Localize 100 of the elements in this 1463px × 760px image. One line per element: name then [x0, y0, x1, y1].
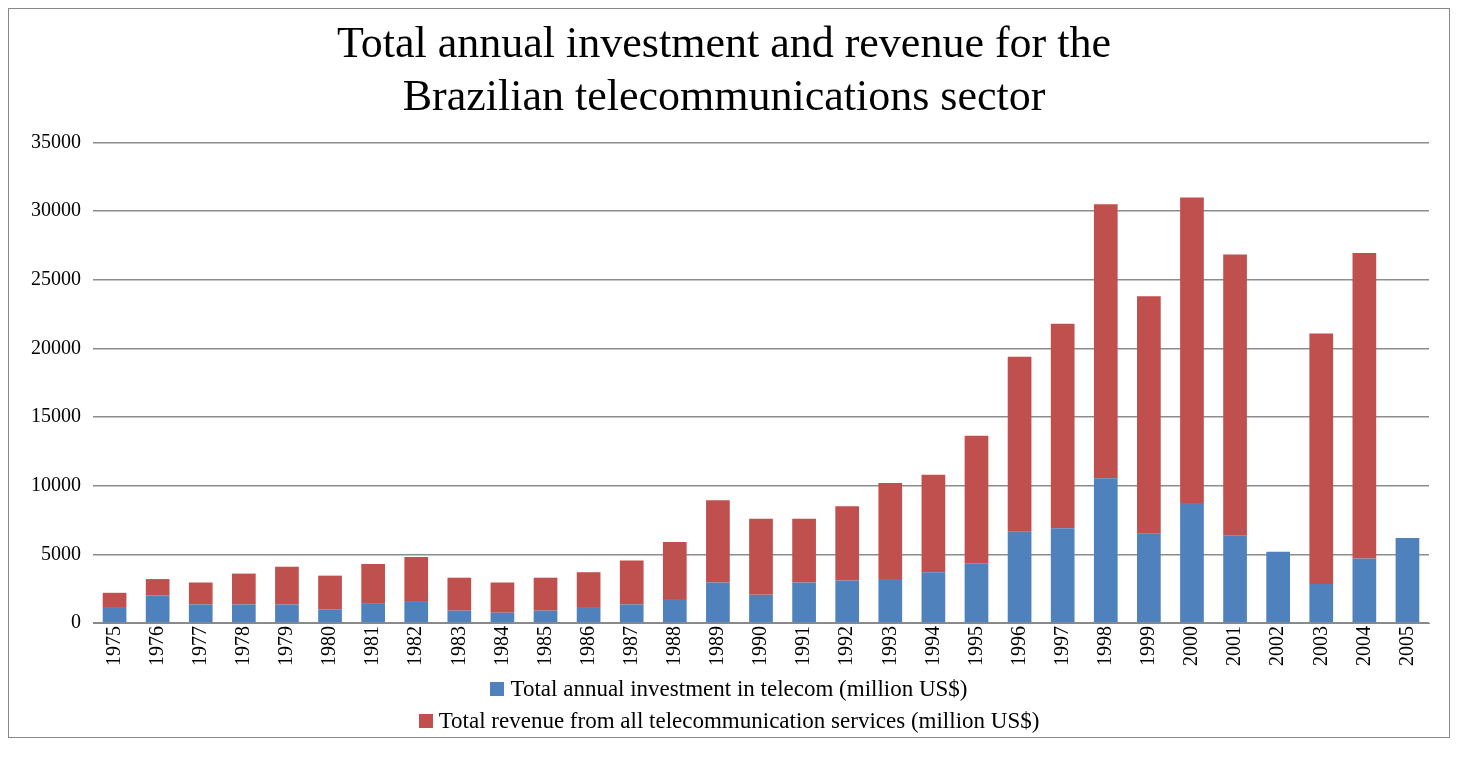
- x-tick-label: 1992: [834, 626, 857, 666]
- x-tick-label: 1989: [705, 626, 728, 666]
- bar: [188, 582, 213, 605]
- x-tick-label: 1991: [791, 626, 814, 666]
- bar: [1309, 333, 1334, 584]
- bar: [145, 579, 170, 596]
- bar: [1007, 531, 1032, 623]
- x-tick-label: 1975: [101, 626, 124, 666]
- bar: [1137, 533, 1161, 623]
- bar: [102, 592, 127, 608]
- bar: [1352, 558, 1377, 623]
- bar: [145, 595, 170, 623]
- bar: [1395, 537, 1420, 623]
- x-tick-label: 1988: [662, 626, 685, 666]
- bar: [964, 563, 989, 623]
- bar: [1223, 254, 1247, 536]
- y-tick-label: 25000: [31, 267, 81, 290]
- bar: [188, 604, 213, 623]
- x-tick-label: 1999: [1136, 626, 1159, 666]
- bar: [619, 560, 644, 605]
- bar: [878, 483, 903, 580]
- x-tick-label: 1980: [317, 626, 340, 666]
- bar: [490, 582, 515, 613]
- x-tick-label: 1984: [489, 626, 512, 666]
- y-tick-label: 20000: [31, 335, 81, 358]
- x-tick-label: 1987: [618, 626, 641, 666]
- y-tick-label: 10000: [31, 472, 81, 495]
- bar: [275, 566, 299, 605]
- bar: [1050, 528, 1075, 623]
- x-tick-label: 1976: [144, 626, 167, 666]
- bar: [102, 607, 127, 623]
- bar: [619, 604, 644, 623]
- bar: [878, 579, 903, 623]
- bar: [490, 612, 515, 623]
- bar: [1093, 478, 1118, 623]
- bar: [404, 601, 429, 623]
- bar: [576, 572, 601, 608]
- bar: [576, 607, 601, 623]
- bar: [231, 604, 256, 623]
- bar: [404, 557, 429, 602]
- legend-label: Total revenue from all telecommunication services (million US$): [438, 708, 1040, 734]
- x-tick-label: 1995: [963, 626, 986, 666]
- bar: [1007, 356, 1032, 532]
- x-tick-label: 1997: [1049, 626, 1072, 666]
- bar: [1093, 204, 1118, 479]
- bar: [792, 518, 816, 583]
- chart-title: Total annual investment and revenue for the Brazilian telecommunications sector: [337, 17, 1111, 120]
- bar: [964, 435, 989, 564]
- bar: [447, 577, 472, 611]
- bar: [835, 580, 860, 623]
- y-tick-label: 0: [71, 610, 81, 633]
- bar: [1309, 583, 1334, 623]
- bar: [1180, 197, 1204, 503]
- x-tick-label: 2002: [1265, 626, 1288, 666]
- bar: [662, 542, 687, 599]
- x-tick-label: 2003: [1308, 626, 1331, 666]
- bar: [835, 506, 860, 581]
- bar: [706, 582, 730, 623]
- x-tick-label: 1993: [877, 626, 900, 666]
- bar: [749, 594, 773, 623]
- x-tick-label: 1978: [231, 626, 254, 666]
- bar: [275, 604, 299, 623]
- bar: [231, 573, 256, 605]
- x-tick-label: 1985: [532, 626, 555, 666]
- bar: [1223, 535, 1247, 623]
- bar: [749, 518, 773, 595]
- x-tick-label: 1977: [187, 626, 210, 666]
- bar: [921, 572, 946, 623]
- y-tick-label: 30000: [31, 198, 81, 221]
- x-tick-label: 1998: [1093, 626, 1116, 666]
- x-tick-label: 1982: [403, 626, 426, 666]
- bar: [706, 500, 730, 583]
- x-tick-label: 2001: [1222, 626, 1245, 666]
- legend-label: Total annual investment in telecom (million US$): [510, 676, 968, 702]
- bar: [533, 610, 558, 623]
- x-tick-label: 2000: [1179, 626, 1202, 666]
- y-tick-label: 35000: [31, 129, 81, 152]
- x-tick-label: 1979: [274, 626, 297, 666]
- x-tick-label: 1986: [575, 626, 598, 666]
- x-tick-label: 1990: [748, 626, 771, 666]
- x-tick-label: 1996: [1006, 626, 1029, 666]
- x-tick-label: 1983: [446, 626, 469, 666]
- x-tick-label: 1981: [360, 626, 383, 666]
- bar: [1180, 502, 1204, 623]
- bar: [361, 563, 385, 604]
- bar: [1137, 296, 1161, 534]
- bar: [361, 603, 385, 623]
- bar: [662, 598, 687, 623]
- bar: [1266, 551, 1291, 623]
- x-tick-label: 2004: [1351, 626, 1374, 666]
- bar: [533, 577, 558, 611]
- bar: [447, 610, 472, 623]
- y-tick-label: 15000: [31, 404, 81, 427]
- bar: [921, 474, 946, 573]
- bar: [792, 582, 816, 623]
- bar: [318, 575, 342, 610]
- x-tick-label: 1994: [920, 626, 943, 666]
- bar: [318, 609, 342, 623]
- y-tick-label: 5000: [41, 541, 81, 564]
- bar: [1050, 323, 1075, 529]
